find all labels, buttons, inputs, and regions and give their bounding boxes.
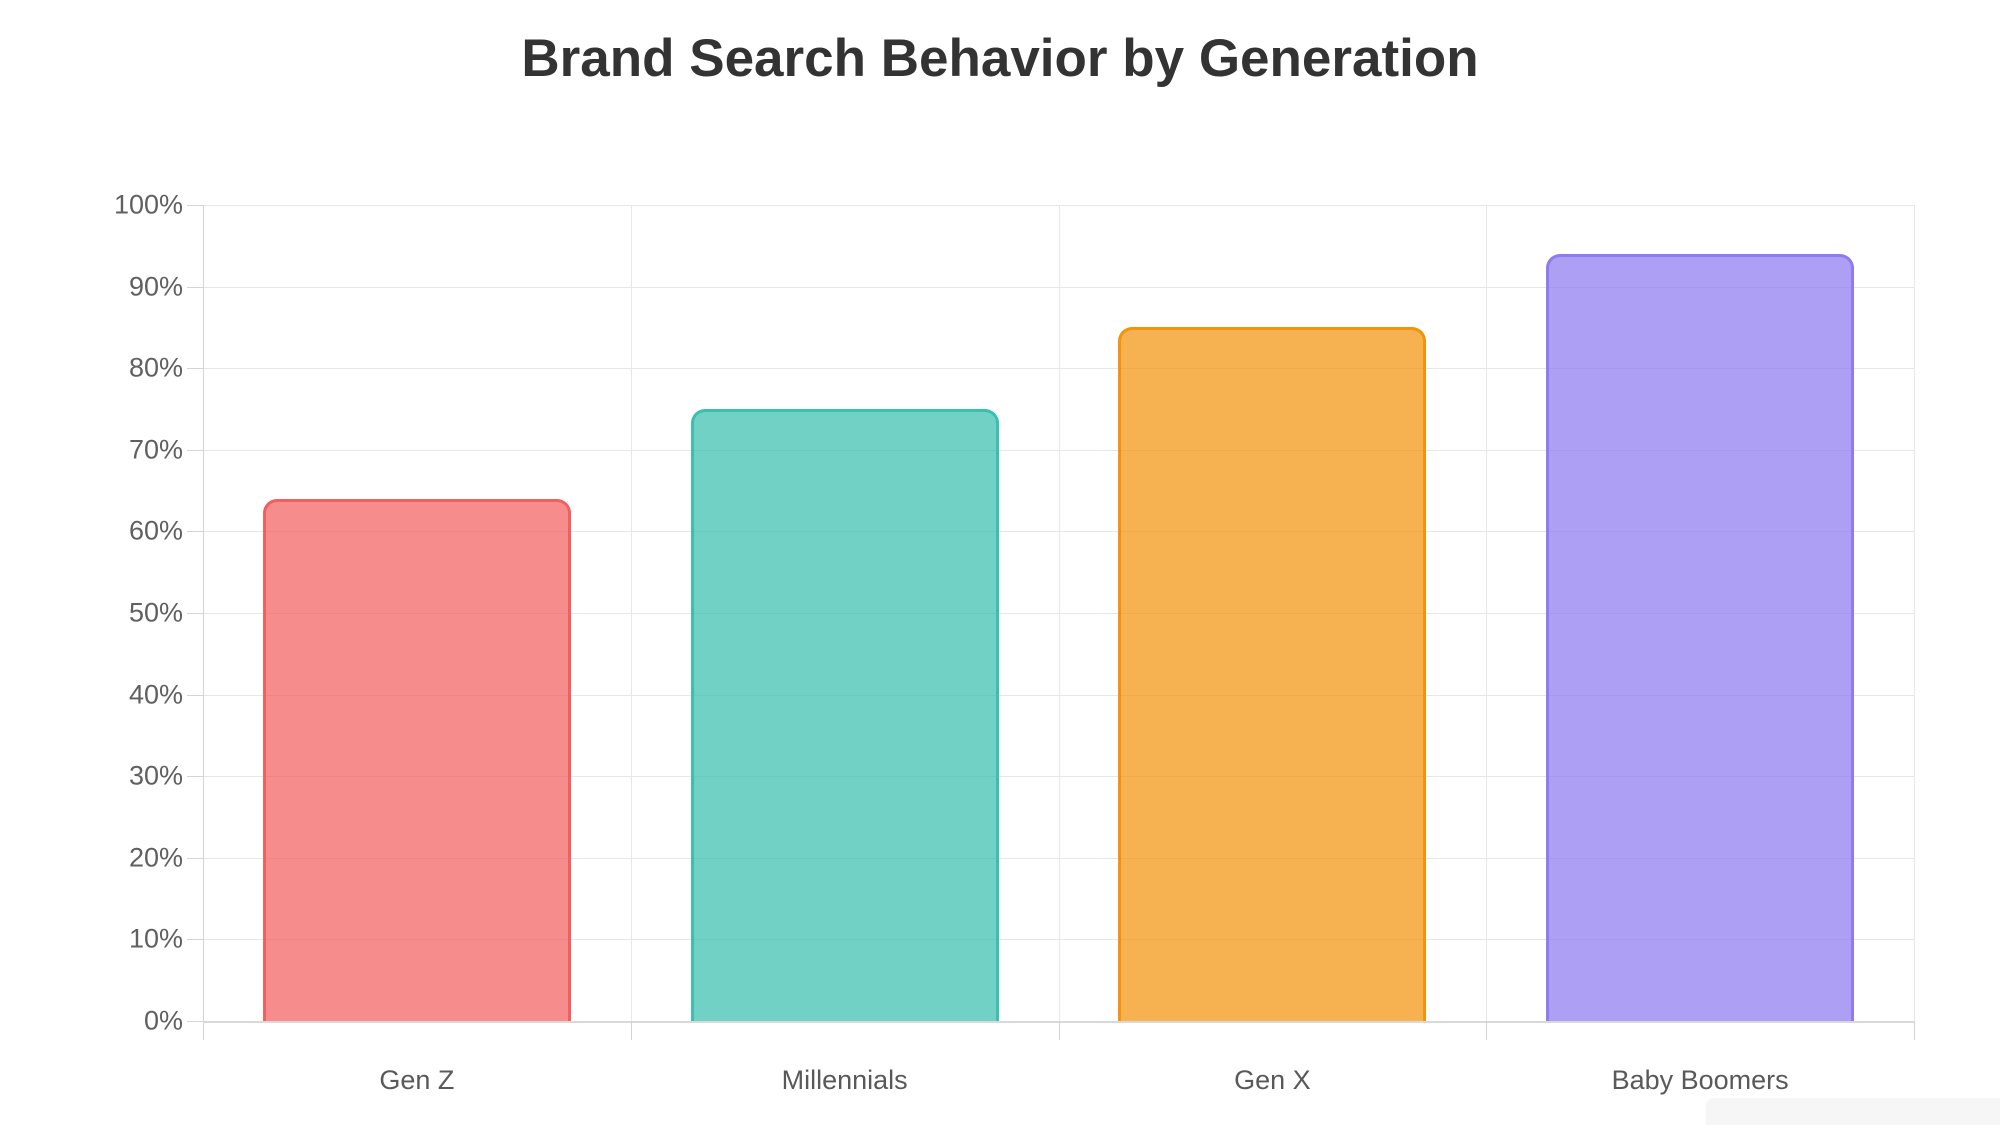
x-tick-mark-4 — [1914, 1021, 1915, 1040]
y-tick-mark-100 — [187, 205, 203, 206]
x-tick-mark-1 — [630, 1021, 632, 1040]
y-axis-label-80: 80% — [128, 352, 183, 383]
x-axis-labels: Gen Z Millennials Gen X Baby Boomers — [203, 1057, 1914, 1105]
y-axis-label-50: 50% — [128, 597, 183, 628]
bar-gen-z[interactable] — [262, 498, 571, 1021]
y-axis-label-20: 20% — [128, 842, 183, 873]
y-tick-mark-30 — [187, 776, 203, 778]
y-tick-mark-60 — [187, 531, 203, 533]
y-axis-label-100: 100% — [113, 189, 183, 220]
category-boundary-3 — [1486, 205, 1488, 1021]
plot-area — [187, 205, 1915, 1040]
category-boundary-2 — [1058, 205, 1060, 1021]
y-tick-mark-70 — [187, 449, 203, 451]
y-axis-label-0: 0% — [143, 1005, 183, 1036]
y-axis-labels: 0% 10% 20% 30% 40% 50% 60% 70% 80% 90% 100% — [0, 190, 183, 1036]
x-tick-mark-2 — [1058, 1021, 1060, 1040]
y-tick-mark-0 — [187, 1021, 203, 1022]
x-tick-mark-0 — [203, 1021, 204, 1040]
bar-gen-x[interactable] — [1118, 327, 1427, 1021]
y-tick-mark-90 — [187, 286, 203, 288]
watermark — [1706, 1098, 2000, 1125]
y-axis-label-90: 90% — [128, 271, 183, 302]
x-axis-label-baby-boomers: Baby Boomers — [1611, 1065, 1789, 1095]
y-axis-label-30: 30% — [128, 760, 183, 791]
y-tick-mark-10 — [187, 939, 203, 941]
bar-millennials[interactable] — [690, 409, 999, 1021]
y-tick-mark-20 — [187, 857, 203, 859]
y-tick-mark-40 — [187, 694, 203, 696]
y-axis-label-70: 70% — [128, 434, 183, 465]
x-tick-mark-3 — [1486, 1021, 1488, 1040]
y-axis-line — [203, 205, 204, 1021]
y-axis-label-60: 60% — [128, 515, 183, 546]
category-boundary-1 — [630, 205, 632, 1021]
bar-baby-boomers[interactable] — [1546, 253, 1855, 1021]
x-axis-label-millennials: Millennials — [781, 1065, 908, 1095]
y-tick-mark-80 — [187, 368, 203, 370]
x-axis-label-gen-z: Gen Z — [379, 1065, 455, 1095]
category-boundary-4 — [1914, 205, 1915, 1021]
chart-title: Brand Search Behavior by Generation — [521, 29, 1479, 88]
x-axis-label-gen-x: Gen X — [1234, 1065, 1311, 1095]
y-tick-mark-50 — [187, 613, 203, 614]
y-axis-label-40: 40% — [128, 679, 183, 710]
y-axis-label-10: 10% — [128, 923, 183, 954]
